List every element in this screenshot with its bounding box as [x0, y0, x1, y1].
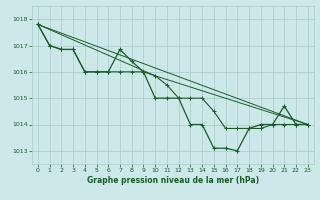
X-axis label: Graphe pression niveau de la mer (hPa): Graphe pression niveau de la mer (hPa) — [87, 176, 259, 185]
